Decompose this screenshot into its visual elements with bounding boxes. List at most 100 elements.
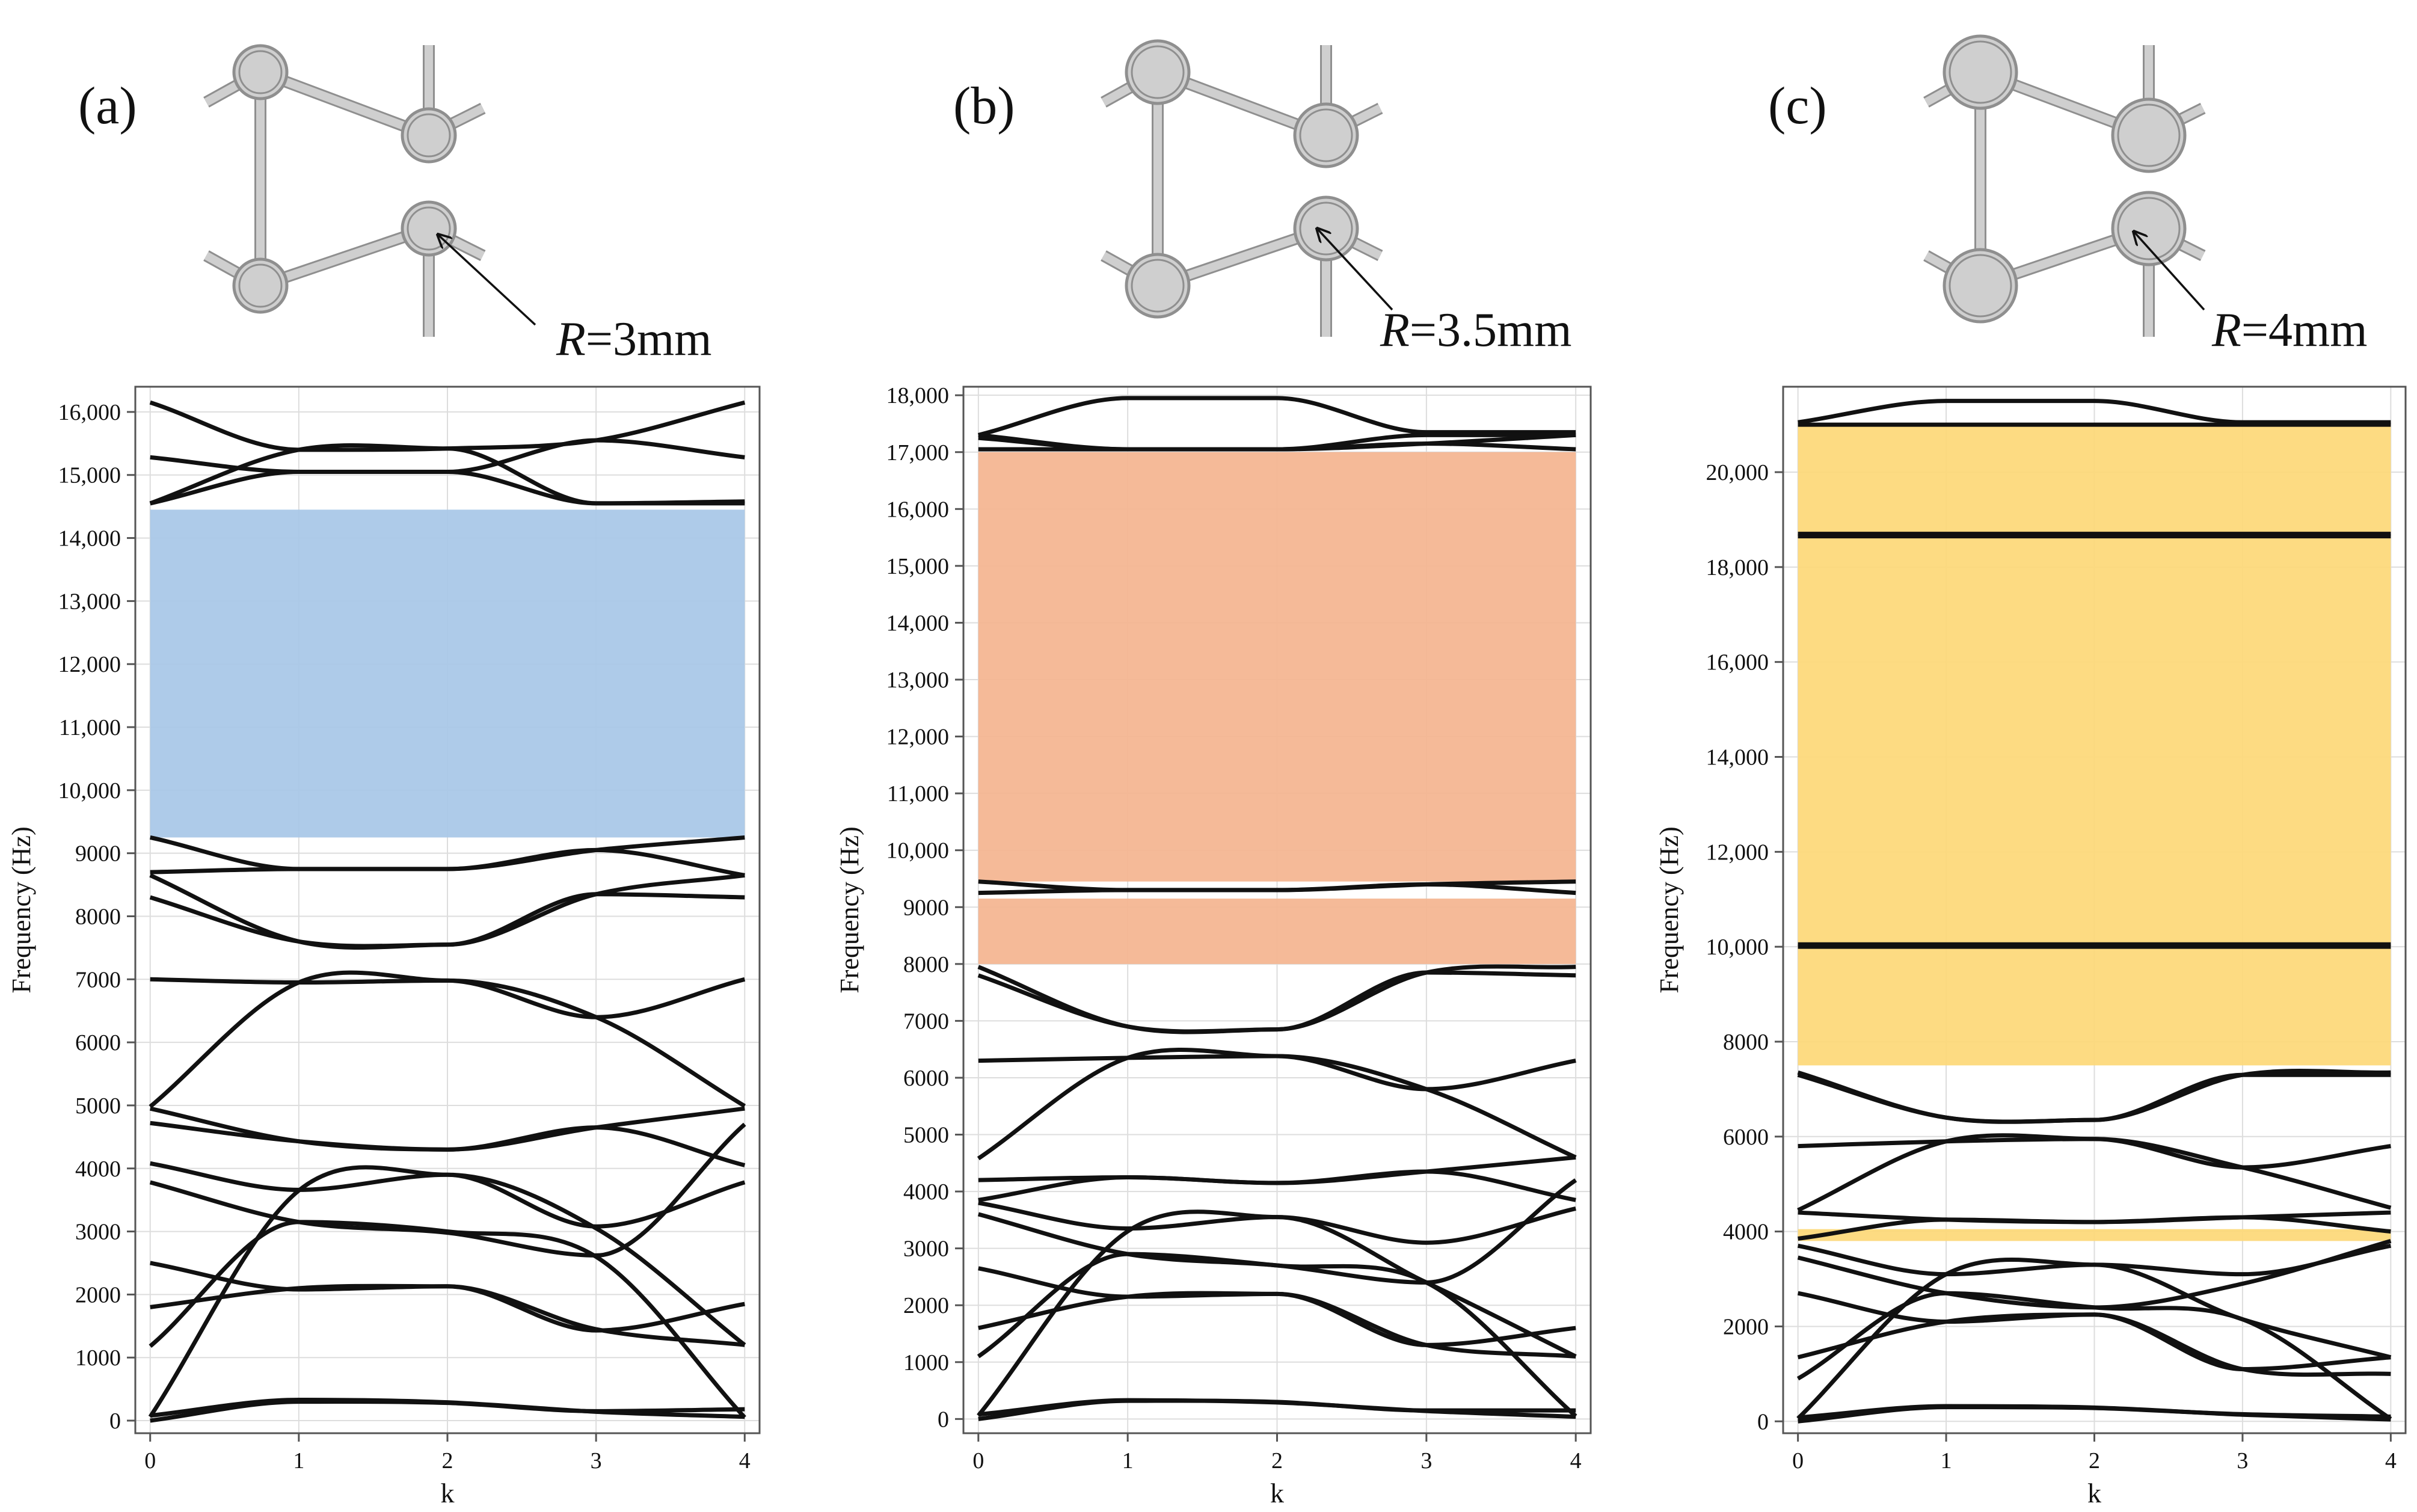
- radius-label-b: R=3.5mm: [1380, 304, 1571, 357]
- y-tick-label: 18,000: [886, 383, 950, 408]
- lattice-node-inner: [238, 50, 283, 94]
- y-tick-label: 15,000: [58, 463, 121, 488]
- dispersion-curve-b16: [978, 879, 1576, 893]
- y-tick-label: 11,000: [59, 715, 121, 740]
- dispersion-curve-b12: [1798, 1137, 2391, 1170]
- lattice-node-inner: [238, 263, 283, 308]
- x-tick-label: 2: [442, 1448, 453, 1474]
- lattice-node-inner: [1299, 201, 1353, 256]
- x-axis-label: k: [441, 1478, 455, 1508]
- y-tick-label: 10,000: [1706, 935, 1769, 960]
- radius-label-a: R=3mm: [556, 313, 711, 366]
- radius-value-a: =3mm: [586, 313, 712, 366]
- y-tick-label: 14,000: [886, 610, 950, 636]
- y-tick-label: 9000: [903, 895, 949, 920]
- y-tick-label: 8000: [75, 904, 121, 929]
- x-tick-label: 4: [2385, 1448, 2397, 1474]
- y-tick-label: 12,000: [886, 725, 950, 750]
- x-axis-label: k: [2087, 1478, 2101, 1508]
- dispersion-curve-b7: [977, 1178, 1577, 1285]
- y-axis-label: Frequency (Hz): [7, 826, 36, 993]
- dispersion-curve-b10: [149, 1106, 745, 1152]
- chart-c: 0 1 2 3 4 0 2000 4000 6000 8000 10,000 12,000 14,000…: [1654, 386, 2407, 1508]
- y-tick-label: 17,000: [886, 440, 950, 466]
- y-tick-label: 9000: [75, 841, 121, 867]
- dispersion-curve-b2: [978, 1398, 1576, 1419]
- dispersion-curve-b10: [978, 1155, 1576, 1185]
- y-axis-label: Frequency (Hz): [1654, 826, 1684, 993]
- lattice-node-inner: [1949, 40, 2012, 104]
- x-tick-label: 3: [591, 1448, 602, 1474]
- dispersion-curve-b19: [150, 438, 745, 475]
- x-tick-label: 0: [972, 1448, 984, 1474]
- y-tick-label: 8000: [903, 952, 949, 977]
- y-tick-label: 15,000: [886, 554, 950, 579]
- radius-label-c: R=4mm: [2211, 304, 2367, 357]
- lattice-node-inner: [1949, 254, 2012, 318]
- dispersion-curve-b20: [149, 400, 746, 452]
- y-tick-label: 5000: [75, 1093, 121, 1119]
- radius-arrow-c: [2134, 232, 2205, 311]
- band-gap-region: [978, 452, 1576, 882]
- y-tick-label: 1000: [903, 1350, 949, 1375]
- band-gap-region: [150, 509, 745, 838]
- dispersion-curve-b12: [978, 1054, 1576, 1092]
- y-axis-label: Frequency (Hz): [835, 826, 864, 993]
- radius-symbol-c: R: [2211, 304, 2241, 357]
- dispersion-curve-b14: [977, 965, 1576, 1034]
- x-tick-label: 2: [2089, 1448, 2100, 1474]
- dispersion-curve-b12: [150, 977, 746, 1019]
- panel-b: (b) R=3.5mm 0 1 2 3 4 0 1000 2000 3000 4000 5000 60…: [835, 39, 1592, 1508]
- y-tick-label: 16,000: [886, 497, 950, 522]
- y-tick-label: 4000: [75, 1157, 121, 1182]
- y-tick-label: 0: [938, 1407, 949, 1432]
- dispersion-curve-b14: [1797, 1070, 2391, 1124]
- y-tick-label: 5000: [903, 1123, 949, 1148]
- y-tick-label: 13,000: [886, 668, 950, 693]
- y-tick-label: 2000: [903, 1293, 949, 1318]
- radius-arrow-b: [1317, 229, 1393, 311]
- lattice-node-inner: [1299, 108, 1353, 162]
- lattice-node-inner: [1131, 45, 1185, 99]
- x-tick-label: 0: [1792, 1448, 1804, 1474]
- y-tick-label: 12,000: [58, 652, 121, 677]
- dispersion-curve-b6: [1797, 1291, 2391, 1371]
- x-tick-label: 4: [1570, 1448, 1582, 1474]
- y-tick-label: 3000: [75, 1220, 121, 1245]
- y-tick-label: 10,000: [886, 838, 950, 864]
- x-tick-label: 1: [293, 1448, 304, 1474]
- x-tick-label: 4: [739, 1448, 751, 1474]
- dispersion-curve-b2: [1798, 1404, 2391, 1422]
- chart-a: 0 1 2 3 4 0 1000 2000 3000 4000 5000 6000 7000 8000 90…: [7, 386, 761, 1508]
- y-tick-label: 7000: [903, 1009, 949, 1034]
- lattice-bar-fill: [259, 68, 431, 140]
- band-gap-region: [1798, 425, 2391, 1066]
- y-tick-label: 7000: [75, 967, 121, 992]
- lattice-diagram-b: [1101, 39, 1383, 337]
- dispersion-curve-b2: [150, 1397, 745, 1419]
- y-tick-label: 6000: [75, 1030, 121, 1056]
- y-tick-label: 11,000: [887, 781, 949, 807]
- y-tick-label: 4000: [903, 1179, 949, 1205]
- y-tick-label: 12,000: [1706, 840, 1769, 865]
- radius-arrow-a: [438, 235, 536, 326]
- dispersion-curve-b17: [977, 396, 1576, 437]
- band-gap-region: [978, 899, 1576, 964]
- dispersion-curve-b7: [149, 1122, 746, 1258]
- y-tick-label: 2000: [75, 1282, 121, 1308]
- dispersion-curve-b20: [978, 432, 1576, 452]
- dispersion-curve-b14: [149, 873, 745, 950]
- dispersion-curve-b8: [978, 1200, 1576, 1245]
- x-axis-label: k: [1270, 1478, 1284, 1508]
- y-tick-label: 0: [1757, 1409, 1769, 1434]
- y-tick-label: 1000: [75, 1345, 121, 1371]
- y-tick-label: 2000: [1723, 1314, 1769, 1339]
- dispersion-curve-b10: [1798, 1210, 2391, 1225]
- y-tick-label: 6000: [1723, 1125, 1769, 1150]
- y-tick-label: 20,000: [1706, 460, 1769, 485]
- y-tick-label: 8000: [1723, 1030, 1769, 1055]
- y-tick-label: 3000: [903, 1237, 949, 1262]
- y-tick-label: 10,000: [58, 778, 121, 804]
- y-tick-label: 16,000: [1706, 650, 1769, 675]
